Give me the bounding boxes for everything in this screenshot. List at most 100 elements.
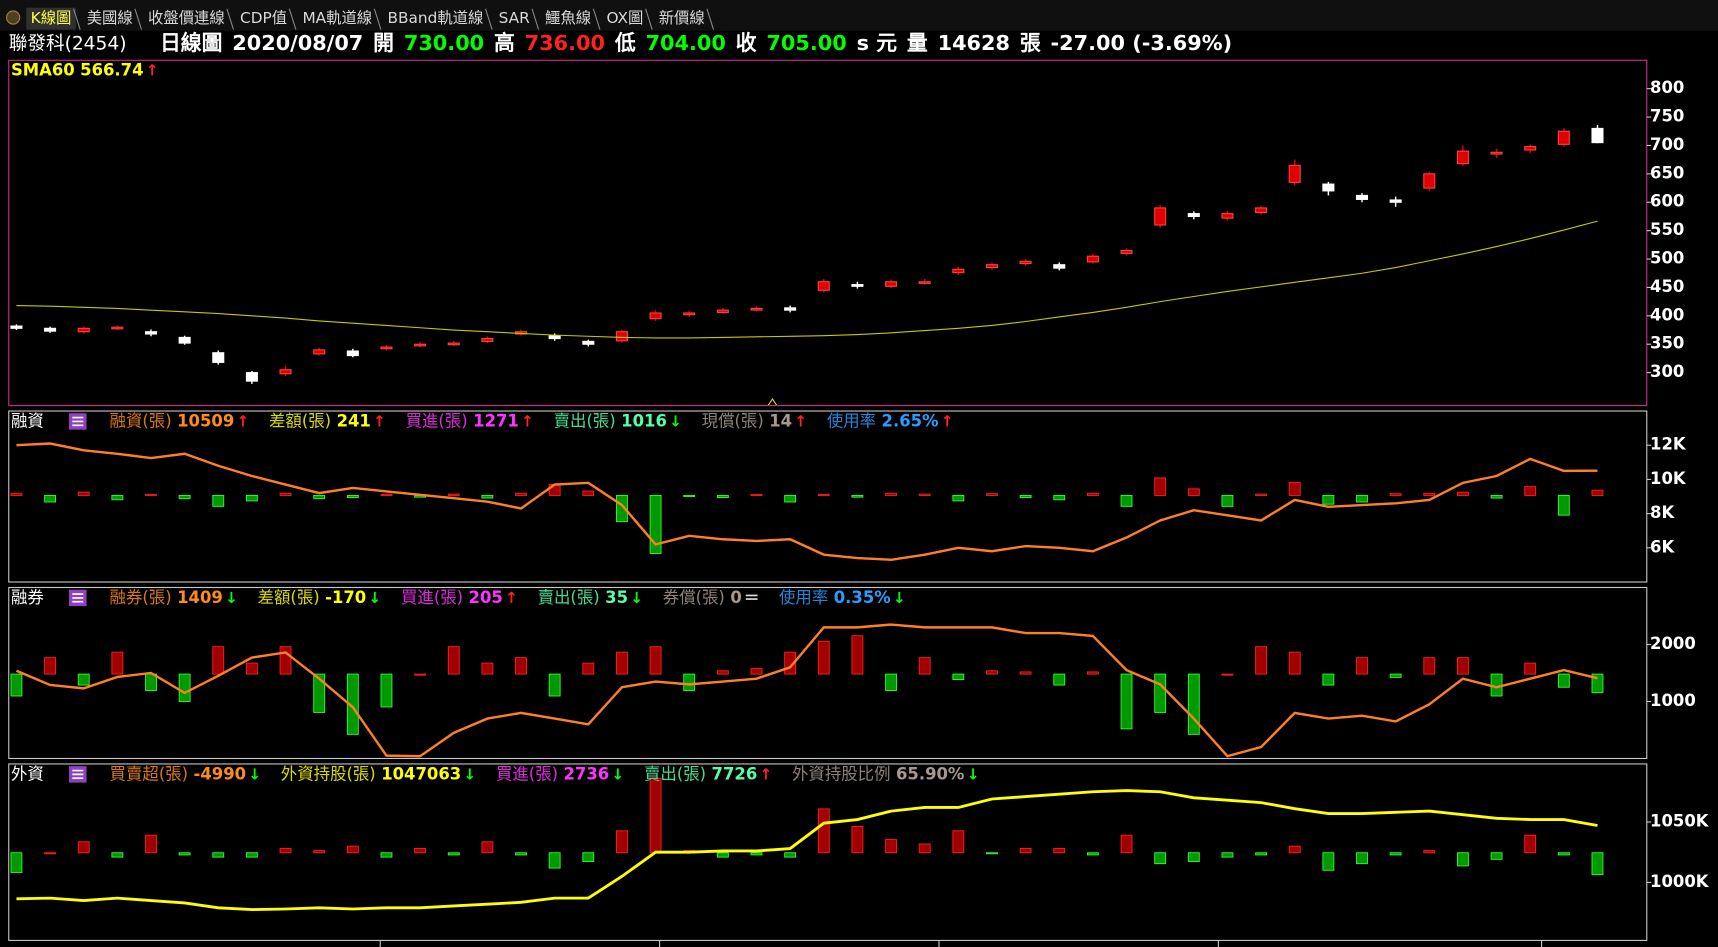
legend-arrow: ↑ [236, 412, 249, 430]
candle-body [1591, 127, 1604, 144]
tab-bar [0, 0, 1718, 31]
candle-body [716, 309, 729, 313]
panel-frame [8, 410, 1648, 583]
stock-name: 聯發科(2454) [9, 33, 127, 54]
tab-label[interactable]: 收盤價連線 [148, 9, 225, 27]
bar [145, 834, 157, 854]
candle-body [548, 335, 561, 340]
candle-body [1019, 260, 1032, 265]
bar [1255, 646, 1268, 675]
legend-value: -4990 [194, 764, 247, 783]
legend-name: 買進(張) [406, 411, 468, 430]
bar [346, 494, 359, 499]
candle-body [1524, 146, 1537, 151]
candle-body [1221, 213, 1234, 219]
tab-active [26, 7, 76, 30]
legend-value: 7726 [712, 764, 758, 783]
legend-name: 買進(張) [401, 588, 463, 607]
candle-body [1288, 164, 1301, 183]
tab-label[interactable]: 新價線 [659, 9, 705, 27]
candle-body [1120, 249, 1133, 254]
legend-value: 2736 [564, 764, 610, 783]
bar [178, 852, 191, 856]
bar [346, 845, 359, 854]
line [16, 789, 1598, 912]
bar [952, 830, 965, 854]
legend-value: 205 [469, 588, 503, 607]
bar [1187, 488, 1200, 496]
bar [1356, 852, 1368, 865]
legend-arrow: ＝ [744, 589, 759, 607]
bar [414, 673, 427, 676]
candle-body [784, 307, 797, 311]
bar [1389, 673, 1402, 678]
candle-body [346, 350, 359, 357]
candle-body [1456, 150, 1469, 165]
legend-name: 融券(張) [110, 588, 172, 607]
bar [1019, 847, 1032, 854]
bar [44, 852, 56, 855]
menu-button[interactable] [6, 10, 21, 25]
bar [817, 493, 830, 496]
y-tick-label: 2000 [1650, 634, 1696, 653]
bar [1019, 494, 1032, 499]
candle-body [615, 331, 628, 342]
y-tick-label: 450 [1650, 277, 1684, 296]
y-tick-label: 8K [1650, 503, 1675, 522]
y-tick-label: 1000 [1650, 691, 1696, 710]
tab-label[interactable]: OX圖 [606, 9, 643, 27]
bar [515, 492, 527, 496]
bar [582, 662, 595, 675]
tab-label[interactable]: K線圖 [31, 9, 72, 27]
tab-label[interactable]: SAR [499, 9, 530, 27]
bar [548, 852, 561, 869]
bar [1221, 852, 1234, 858]
list-icon[interactable] [69, 766, 87, 783]
candle-body [817, 281, 830, 291]
y-tick-label: 650 [1650, 163, 1684, 182]
list-icon[interactable] [69, 413, 87, 430]
header-item: 730.00 [404, 31, 484, 55]
tab-label[interactable]: BBand軌道線 [387, 9, 483, 27]
bar [683, 494, 696, 497]
tab-label[interactable]: 美國線 [87, 9, 133, 27]
tab-separator [484, 8, 493, 30]
bar [1288, 651, 1301, 675]
legend-name: 外資持股(張) [281, 764, 376, 783]
bar [885, 492, 897, 496]
legend-name: 賣出(張) [644, 764, 706, 783]
header-item: 量 [907, 31, 928, 55]
bar [918, 493, 931, 496]
bar [1557, 494, 1570, 516]
candle-body [851, 284, 864, 287]
bar [1591, 489, 1604, 496]
tab-separator [73, 8, 81, 30]
bar [750, 668, 763, 675]
legend-name: 買進(張) [496, 764, 558, 783]
candle-body [952, 268, 965, 274]
tab-label[interactable]: 鱷魚線 [545, 9, 591, 27]
bar [1187, 852, 1200, 862]
panel-frame [8, 586, 1648, 760]
bar [1389, 852, 1402, 856]
legend-arrow: ↑ [794, 412, 807, 430]
bar [245, 852, 258, 858]
legend-name: 使用率 [827, 411, 876, 430]
tab-label[interactable]: CDP值 [240, 9, 287, 27]
tab-separator [226, 8, 234, 30]
tab-separator [373, 8, 382, 30]
bar [1154, 673, 1167, 713]
bar [1423, 492, 1436, 496]
bar [1557, 673, 1570, 688]
legend-arrow: ↓ [611, 765, 624, 783]
legend-value: 1016 [621, 411, 667, 430]
legend-arrow: ↑ [759, 765, 772, 783]
y-tick-label: 400 [1650, 305, 1684, 324]
list-icon[interactable] [69, 589, 87, 607]
legend-value: 1047063 [381, 764, 461, 783]
legend-value: 2.65% [882, 411, 939, 430]
legend-value: 1409 [177, 588, 223, 607]
bar [817, 640, 830, 675]
tab-label[interactable]: MA軌道線 [302, 9, 372, 27]
